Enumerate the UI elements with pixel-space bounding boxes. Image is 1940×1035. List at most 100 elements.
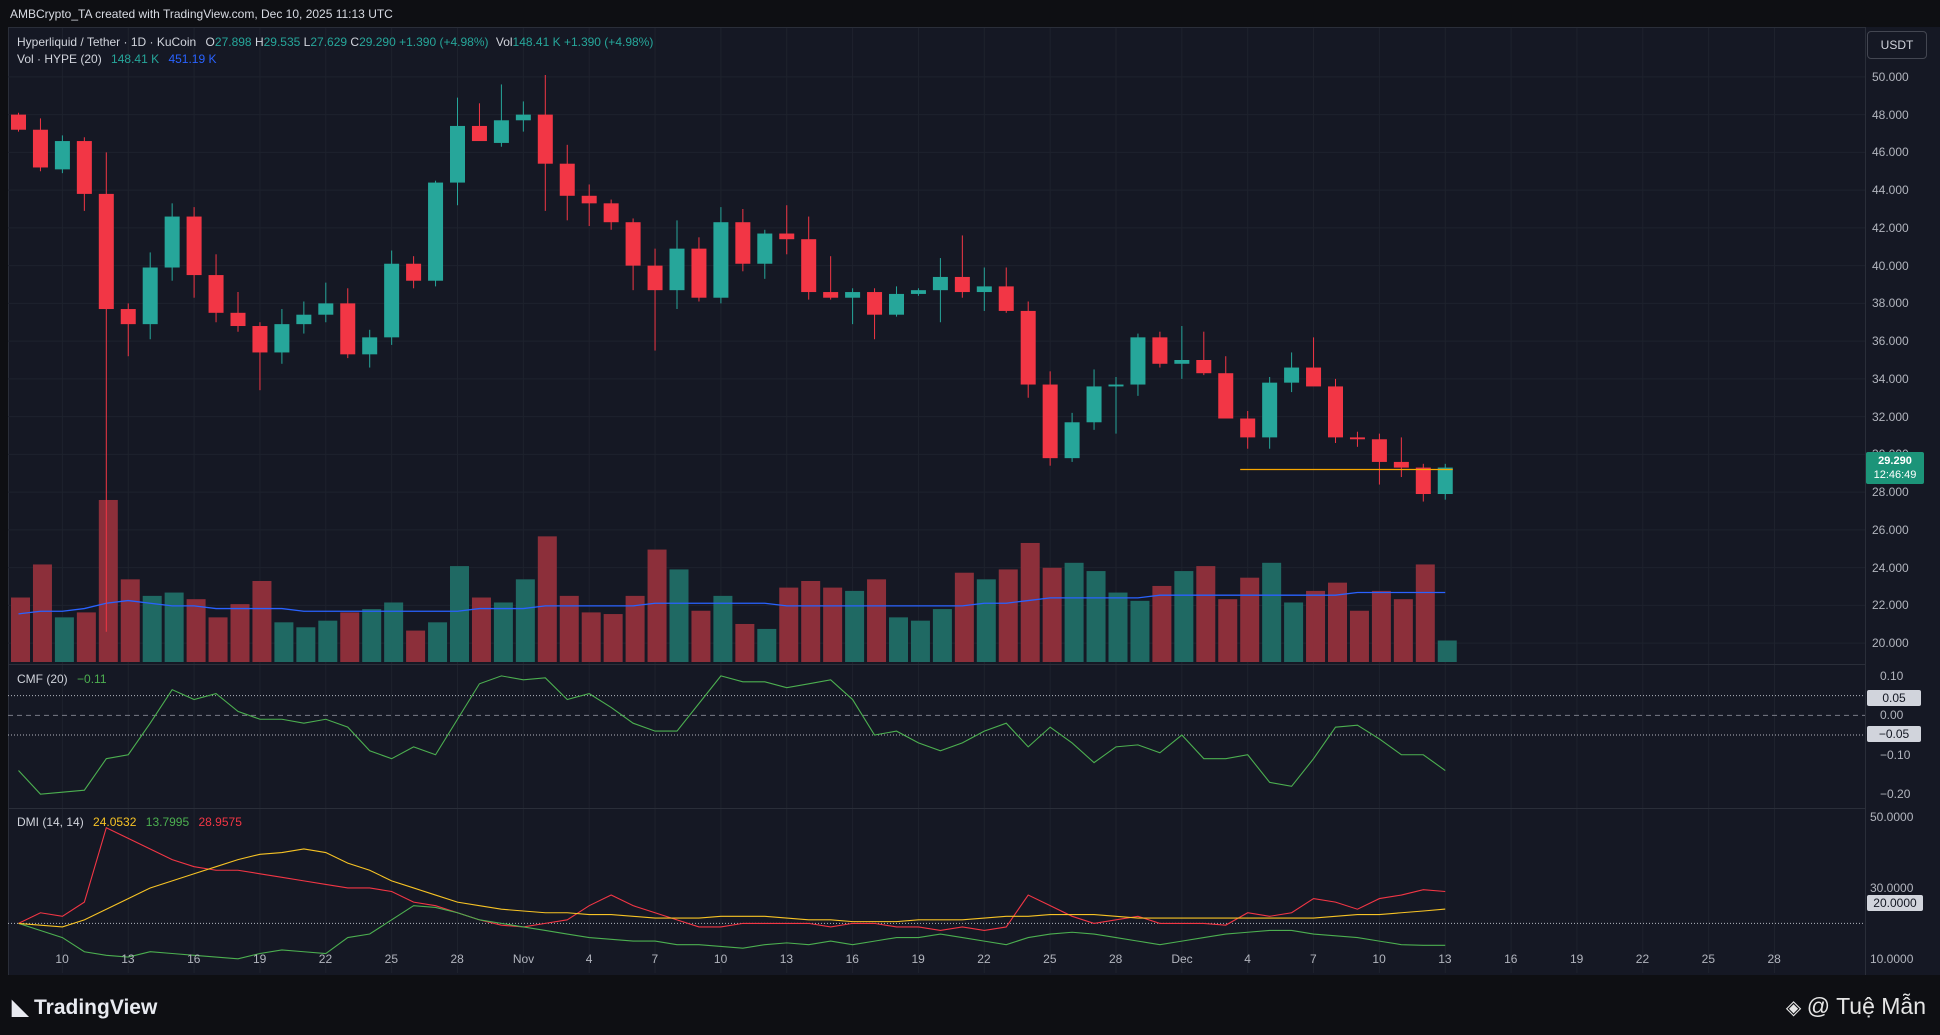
price-tick: 44.000: [1872, 183, 1909, 198]
volume-legend[interactable]: Vol · HYPE (20) 148.41 K 451.19 K: [17, 52, 216, 66]
candle-body: [625, 222, 641, 266]
candle-body: [713, 222, 729, 298]
time-tick: 19: [911, 952, 925, 966]
dmi-label[interactable]: DMI (14, 14): [17, 815, 84, 829]
vol-value: 148.41 K: [512, 35, 561, 49]
tradingview-logo[interactable]: ◣ TradingView: [12, 995, 157, 1020]
tv-logo-mark: ◣: [12, 996, 34, 1019]
tv-logo-text: TradingView: [33, 996, 158, 1019]
volume-bar: [691, 610, 711, 662]
candle: [669, 220, 685, 310]
candle: [1042, 371, 1058, 466]
candle: [120, 303, 136, 357]
dmi-tick: 10.0000: [1870, 951, 1914, 966]
volume-bar: [1086, 571, 1106, 662]
candle-body: [1130, 337, 1146, 385]
candle: [691, 237, 707, 302]
candle: [98, 152, 114, 632]
volume-bar: [1130, 600, 1150, 662]
candle-body: [32, 129, 48, 168]
candle: [515, 101, 531, 132]
binance-icon: ◈: [1785, 997, 1807, 1019]
candle-body: [1218, 373, 1234, 419]
price-axis[interactable]: [1865, 27, 1940, 975]
volume-bar: [1306, 590, 1326, 662]
candle: [647, 248, 663, 351]
volume-bar: [1349, 610, 1369, 662]
symbol-name[interactable]: Hyperliquid / Tether · 1D · KuCoin: [17, 35, 197, 49]
candle: [581, 184, 597, 226]
candle-body: [1371, 439, 1387, 462]
volume-bar: [274, 622, 294, 662]
minus-di-value: 13.7995: [145, 815, 190, 829]
volume-bar: [779, 587, 799, 662]
candle: [252, 322, 268, 391]
candle-body: [120, 309, 136, 325]
volma-label[interactable]: Vol · HYPE (20): [17, 52, 102, 66]
footer: ◣ TradingView ◈ @ Tuệ Mẫn: [0, 975, 1940, 1035]
main-legend[interactable]: Hyperliquid / Tether · 1D · KuCoin O27.8…: [17, 35, 653, 49]
candle-body: [1393, 461, 1409, 468]
candle-body: [1174, 360, 1190, 364]
volume-bar: [559, 595, 579, 662]
candle-body: [845, 292, 861, 298]
time-tick: 28: [1767, 952, 1781, 966]
dmi-tick: 30.0000: [1870, 880, 1914, 895]
candle-body: [691, 248, 707, 298]
candle-body: [164, 216, 180, 268]
candle: [142, 252, 158, 340]
candle-body: [230, 312, 246, 327]
price-tick: 48.000: [1872, 107, 1909, 122]
candle: [318, 282, 334, 323]
candle-body: [757, 233, 773, 264]
pane-separator-1[interactable]: [8, 664, 1940, 665]
candle-body: [954, 276, 970, 293]
candle-body: [406, 263, 422, 281]
candle: [274, 309, 290, 364]
candle-body: [1086, 386, 1102, 423]
candle-body: [603, 203, 619, 223]
cmf-value: −0.11: [77, 672, 107, 686]
candle: [910, 288, 926, 296]
candle-body: [1020, 310, 1036, 385]
volume-bar: [515, 579, 535, 662]
volume-bar: [1415, 564, 1435, 662]
volume-bar: [1196, 566, 1216, 662]
candle-body: [450, 125, 465, 183]
volume-bar: [801, 580, 821, 662]
open-value: 27.898: [214, 35, 252, 49]
volume-bar: [889, 617, 908, 662]
volume-bar: [713, 595, 733, 662]
time-tick: 7: [651, 952, 659, 966]
candle: [1393, 437, 1409, 478]
cmf-label[interactable]: CMF (20): [17, 672, 68, 686]
watermark-text: @ Tuệ Mẫn: [1806, 993, 1926, 1019]
dmi-legend[interactable]: DMI (14, 14) 24.0532 13.7995 28.9575: [17, 815, 242, 829]
cmf-legend[interactable]: CMF (20) −0.11: [17, 672, 107, 686]
candle: [976, 267, 992, 311]
candle-body: [11, 114, 26, 130]
close-value: 29.290: [359, 35, 396, 49]
price-tick: 26.000: [1872, 522, 1909, 537]
price-tick: 32.000: [1872, 409, 1909, 424]
candle-body: [1437, 467, 1453, 495]
currency-button[interactable]: USDT: [1867, 31, 1927, 59]
chart-panel[interactable]: [8, 27, 1867, 977]
volume-bar: [823, 587, 843, 662]
volume-bar: [1328, 582, 1347, 662]
candle: [32, 118, 48, 172]
candle-body: [735, 222, 751, 264]
pane-separator-2[interactable]: [8, 808, 1940, 809]
candle: [406, 256, 422, 289]
candle: [932, 258, 948, 323]
candle: [713, 207, 729, 304]
time-tick: 4: [1244, 952, 1251, 966]
volume-bar: [735, 623, 755, 662]
time-tick: 28: [450, 952, 464, 966]
vol-change: +1.390 (+4.98%): [563, 35, 654, 49]
plus-di-value: 28.9575: [198, 815, 242, 829]
candle: [1086, 369, 1102, 430]
candle-body: [208, 275, 224, 313]
volma-value1: 148.41 K: [111, 52, 160, 66]
